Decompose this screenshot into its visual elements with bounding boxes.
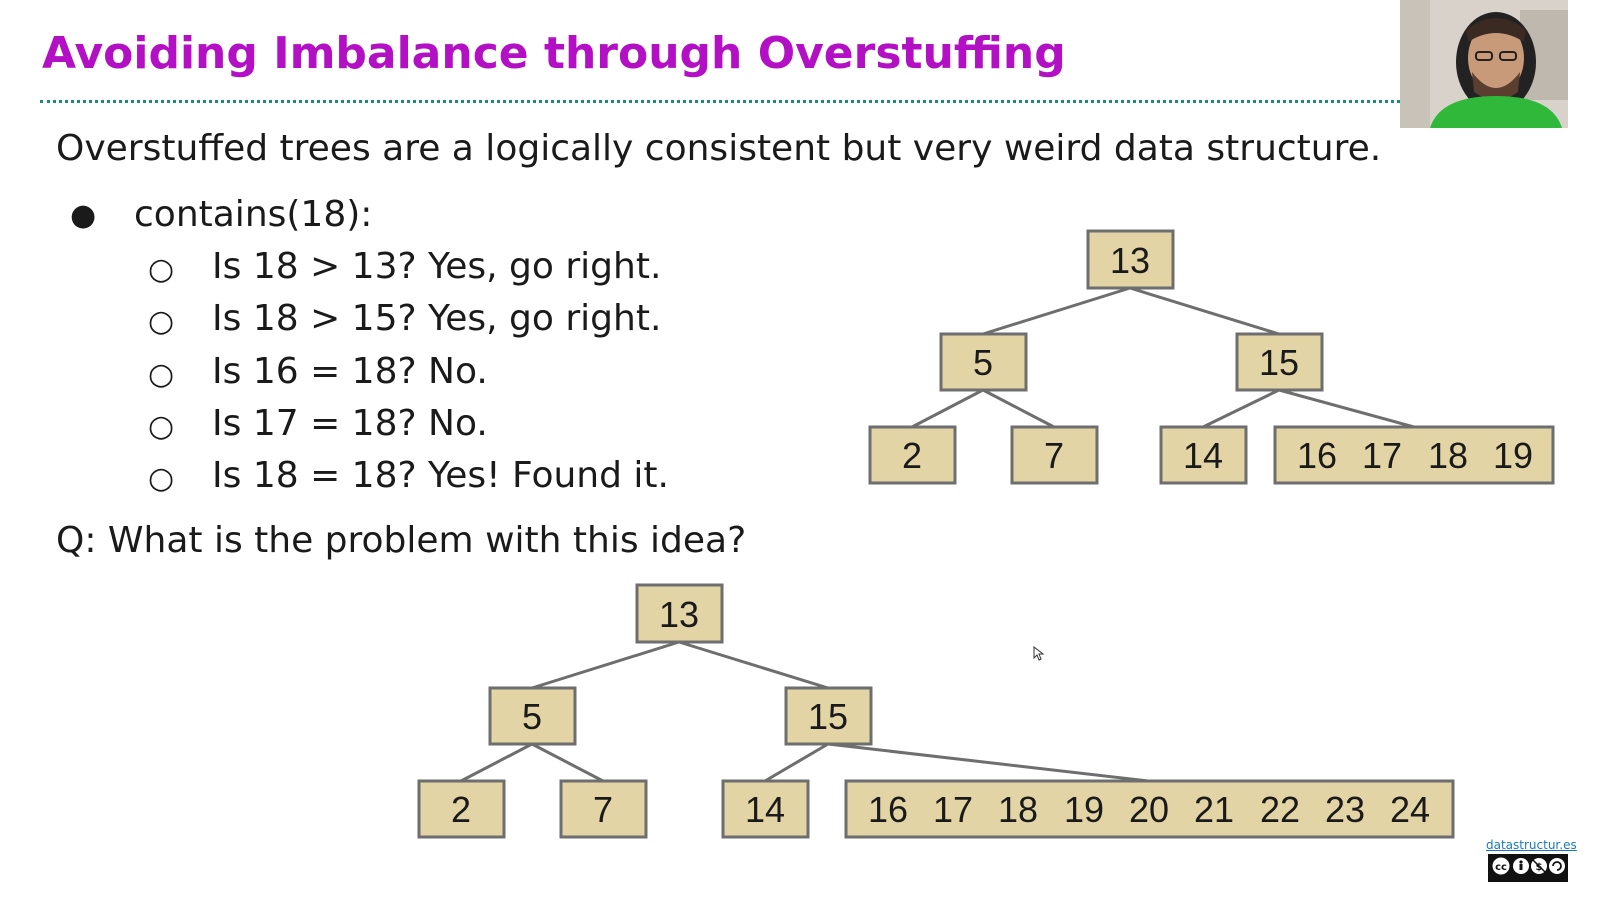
bottom-tree-leaf: 14 [721, 779, 810, 839]
leaf-key: 24 [1390, 789, 1430, 830]
bottom-tree-root: 13 [635, 583, 724, 644]
node-label: 2 [902, 435, 922, 476]
title-divider [40, 100, 1400, 103]
edge [460, 742, 533, 783]
node-label: 5 [522, 696, 542, 737]
leaf-key: 23 [1325, 789, 1365, 830]
node-label: 13 [1110, 240, 1150, 281]
top-tree-overstuffed-leaf: 16 17 18 19 [1273, 425, 1555, 485]
edge [982, 388, 1055, 429]
edge [764, 742, 829, 783]
bullet-contains: contains(18): [134, 194, 373, 235]
bottom-tree-left: 5 [488, 686, 577, 746]
leaf-key: 21 [1194, 789, 1234, 830]
node-label: 14 [1183, 435, 1223, 476]
bottom-tree-leaf: 7 [559, 779, 648, 839]
cc-by-nc-sa-icon: cc $ [1488, 854, 1568, 882]
leaf-key: 16 [868, 789, 908, 830]
subbullet-item: Is 16 = 18? No. [212, 351, 488, 392]
top-tree-right: 15 [1235, 332, 1324, 392]
node-label: 14 [745, 789, 785, 830]
leaf-key: 22 [1260, 789, 1300, 830]
edge [531, 742, 604, 783]
svg-text:$: $ [1536, 862, 1543, 873]
subbullet-circle: ○ [148, 461, 175, 496]
node-label: 2 [451, 789, 471, 830]
slide-title: Avoiding Imbalance through Overstuffing [42, 28, 1066, 79]
leaf-key: 18 [1428, 435, 1468, 476]
top-tree-leaf: 7 [1010, 425, 1099, 485]
bottom-tree-leaf: 2 [417, 779, 506, 839]
presenter-image [1400, 0, 1568, 128]
edge [1202, 388, 1280, 429]
leaf-key: 20 [1129, 789, 1169, 830]
subbullet-circle: ○ [148, 304, 175, 339]
subbullet-circle: ○ [148, 252, 175, 287]
subbullet-item: Is 18 > 13? Yes, go right. [212, 246, 662, 287]
node-label: 7 [593, 789, 613, 830]
subbullet-item: Is 17 = 18? No. [212, 403, 488, 444]
edge [531, 640, 680, 690]
datastructures-link[interactable]: datastructur.es [1486, 838, 1577, 852]
bottom-tree-edges [460, 640, 1149, 783]
edge [1278, 388, 1415, 429]
presenter-webcam [1400, 0, 1568, 128]
subbullet-item: Is 18 > 15? Yes, go right. [212, 298, 662, 339]
top-tree-left: 5 [939, 332, 1028, 392]
edge [982, 286, 1131, 336]
bottom-tree-overstuffed-leaf: 16 17 18 19 20 21 22 23 24 [844, 779, 1455, 839]
top-tree-root: 13 [1086, 229, 1175, 290]
leaf-key: 17 [1362, 435, 1402, 476]
node-label: 15 [1259, 342, 1299, 383]
top-tree-edges [911, 286, 1415, 429]
leaf-key: 18 [998, 789, 1038, 830]
subbullet-circle: ○ [148, 409, 175, 444]
node-label: 15 [808, 696, 848, 737]
intro-sentence: Overstuffed trees are a logically consis… [56, 128, 1382, 169]
mouse-pointer-icon [1033, 646, 1045, 661]
subbullet-item: Is 18 = 18? Yes! Found it. [212, 455, 669, 496]
node-label: 13 [659, 594, 699, 635]
edge [911, 388, 984, 429]
leaf-key: 17 [933, 789, 973, 830]
leaf-key: 19 [1064, 789, 1104, 830]
top-tree-leaf: 2 [868, 425, 957, 485]
leaf-key: 19 [1493, 435, 1533, 476]
question-text: Q: What is the problem with this idea? [56, 520, 747, 561]
edge [1129, 286, 1280, 336]
bottom-tree-right: 15 [784, 686, 873, 746]
top-tree-leaf: 14 [1159, 425, 1248, 485]
node-label: 5 [973, 342, 993, 383]
edge [678, 640, 829, 690]
svg-text:cc: cc [1495, 862, 1507, 873]
leaf-key: 16 [1297, 435, 1337, 476]
cc-license-badge: cc $ [1488, 854, 1568, 882]
edge [827, 742, 1149, 783]
bullet-dot: ● [70, 198, 97, 233]
subbullet-circle: ○ [148, 357, 175, 392]
node-label: 7 [1044, 435, 1064, 476]
